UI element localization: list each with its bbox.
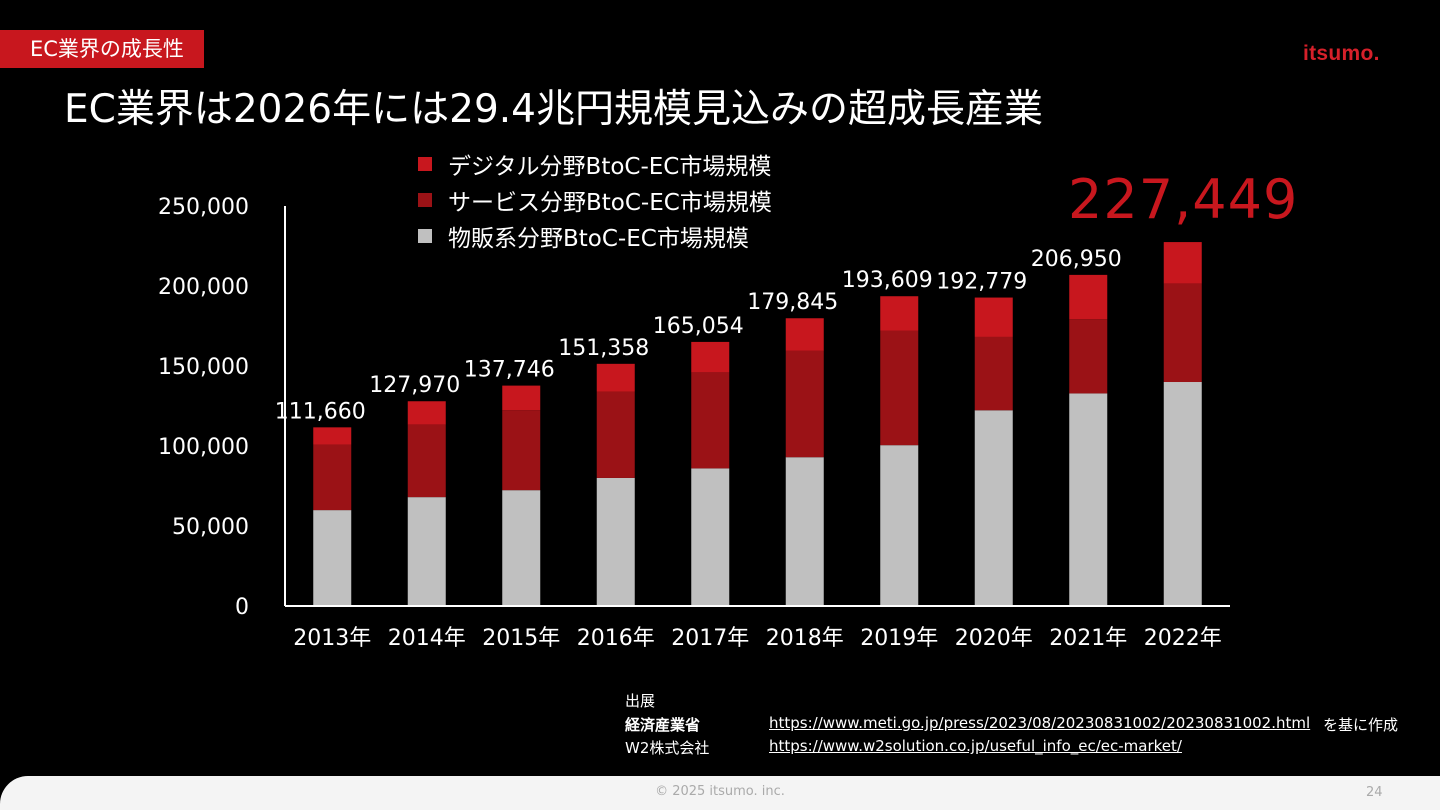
y-tick-label: 200,000 — [158, 275, 249, 300]
bar-segment-goods — [1163, 382, 1202, 606]
bar-total-label: 111,660 — [275, 399, 366, 424]
bar-segment-digital — [313, 427, 352, 445]
bar-segment-service — [691, 372, 730, 469]
legend-swatch-goods — [418, 229, 432, 243]
bar-segment-goods — [1069, 393, 1108, 606]
bar-total-label: 137,746 — [464, 358, 555, 383]
x-tick-label: 2022年 — [1144, 626, 1222, 651]
x-tick-label: 2019年 — [860, 626, 938, 651]
x-tick-label: 2015年 — [482, 626, 560, 651]
bar-total-label: 179,845 — [747, 290, 838, 315]
bar-segment-goods — [596, 477, 635, 606]
bar-segment-goods — [502, 490, 541, 606]
bar-segment-goods — [974, 410, 1013, 606]
bar-total-label: 151,358 — [558, 336, 649, 361]
y-tick-label: 150,000 — [158, 355, 249, 380]
bar-segment-digital — [880, 296, 919, 331]
bar-segment-service — [502, 410, 541, 491]
legend-swatch-service — [418, 193, 432, 207]
bar-segment-digital — [596, 363, 635, 392]
itsumo-logo: itsumo. — [1303, 42, 1380, 65]
bar-segment-goods — [880, 445, 919, 606]
section-tag: EC業界の成長性 — [0, 30, 204, 68]
x-tick-label: 2021年 — [1049, 626, 1127, 651]
x-tick-label: 2018年 — [766, 626, 844, 651]
copyright: © 2025 itsumo. inc. — [655, 784, 785, 799]
bar-segment-digital — [502, 385, 541, 411]
bar-total-label: 206,950 — [1031, 247, 1122, 272]
y-tick-label: 100,000 — [158, 435, 249, 460]
bar-segment-digital — [691, 341, 730, 373]
x-tick-label: 2016年 — [577, 626, 655, 651]
page-number: 24 — [1366, 785, 1383, 800]
bar-segment-service — [596, 391, 635, 478]
bar-segment-goods — [785, 457, 824, 606]
bar-total-label: 192,779 — [936, 270, 1027, 295]
bar-segment-digital — [974, 297, 1013, 337]
chart-legend: デジタル分野BtoC-EC市場規模 サービス分野BtoC-EC市場規模 物販系分… — [418, 146, 772, 254]
legend-label-digital: デジタル分野BtoC-EC市場規模 — [448, 154, 772, 180]
bar-segment-service — [1163, 283, 1202, 383]
bar-total-label: 165,054 — [653, 314, 744, 339]
source-note: を基に作成 — [1323, 716, 1399, 734]
source-org-w2: W2株式会社 — [625, 739, 710, 757]
bar-segment-service — [974, 336, 1013, 411]
y-tick-label: 0 — [235, 595, 249, 620]
bar-segment-service — [1069, 319, 1108, 394]
legend-label-goods: 物販系分野BtoC-EC市場規模 — [448, 226, 749, 252]
bar-segment-goods — [313, 510, 352, 606]
x-tick-label: 2020年 — [955, 626, 1033, 651]
legend-swatch-digital — [418, 157, 432, 171]
bar-segment-digital — [1163, 242, 1202, 284]
x-tick-label: 2013年 — [293, 626, 371, 651]
source-heading: 出展 — [625, 692, 656, 710]
y-tick-label: 250,000 — [158, 195, 249, 220]
bar-segment-service — [407, 424, 446, 498]
source-link-meti[interactable]: https://www.meti.go.jp/press/2023/08/202… — [769, 714, 1311, 732]
x-tick-label: 2017年 — [671, 626, 749, 651]
bar-segment-goods — [691, 468, 730, 606]
slide-title: EC業界は2026年には29.4兆円規模見込みの超成長産業 — [64, 87, 1043, 132]
bar-segment-digital — [407, 401, 446, 425]
bar-segment-goods — [407, 497, 446, 606]
bar-total-label: 127,970 — [369, 373, 460, 398]
highlight-total-2022: 227,449 — [1068, 168, 1299, 231]
bar-segment-service — [880, 330, 919, 446]
source-link-w2[interactable]: https://www.w2solution.co.jp/useful_info… — [769, 737, 1182, 755]
bar-segment-digital — [785, 318, 824, 351]
bar-total-label: 193,609 — [842, 268, 933, 293]
bar-segment-service — [313, 444, 352, 511]
y-tick-label: 50,000 — [172, 515, 249, 540]
legend-item-digital: デジタル分野BtoC-EC市場規模 — [418, 146, 772, 182]
x-tick-label: 2014年 — [388, 626, 466, 651]
legend-label-service: サービス分野BtoC-EC市場規模 — [448, 190, 772, 216]
bar-segment-digital — [1069, 274, 1108, 320]
legend-item-service: サービス分野BtoC-EC市場規模 — [418, 182, 772, 218]
legend-item-goods: 物販系分野BtoC-EC市場規模 — [418, 218, 772, 254]
footer: © 2025 itsumo. inc. 24 — [0, 776, 1440, 810]
source-org-meti: 経済産業省 — [625, 716, 701, 734]
bar-segment-service — [785, 350, 824, 458]
